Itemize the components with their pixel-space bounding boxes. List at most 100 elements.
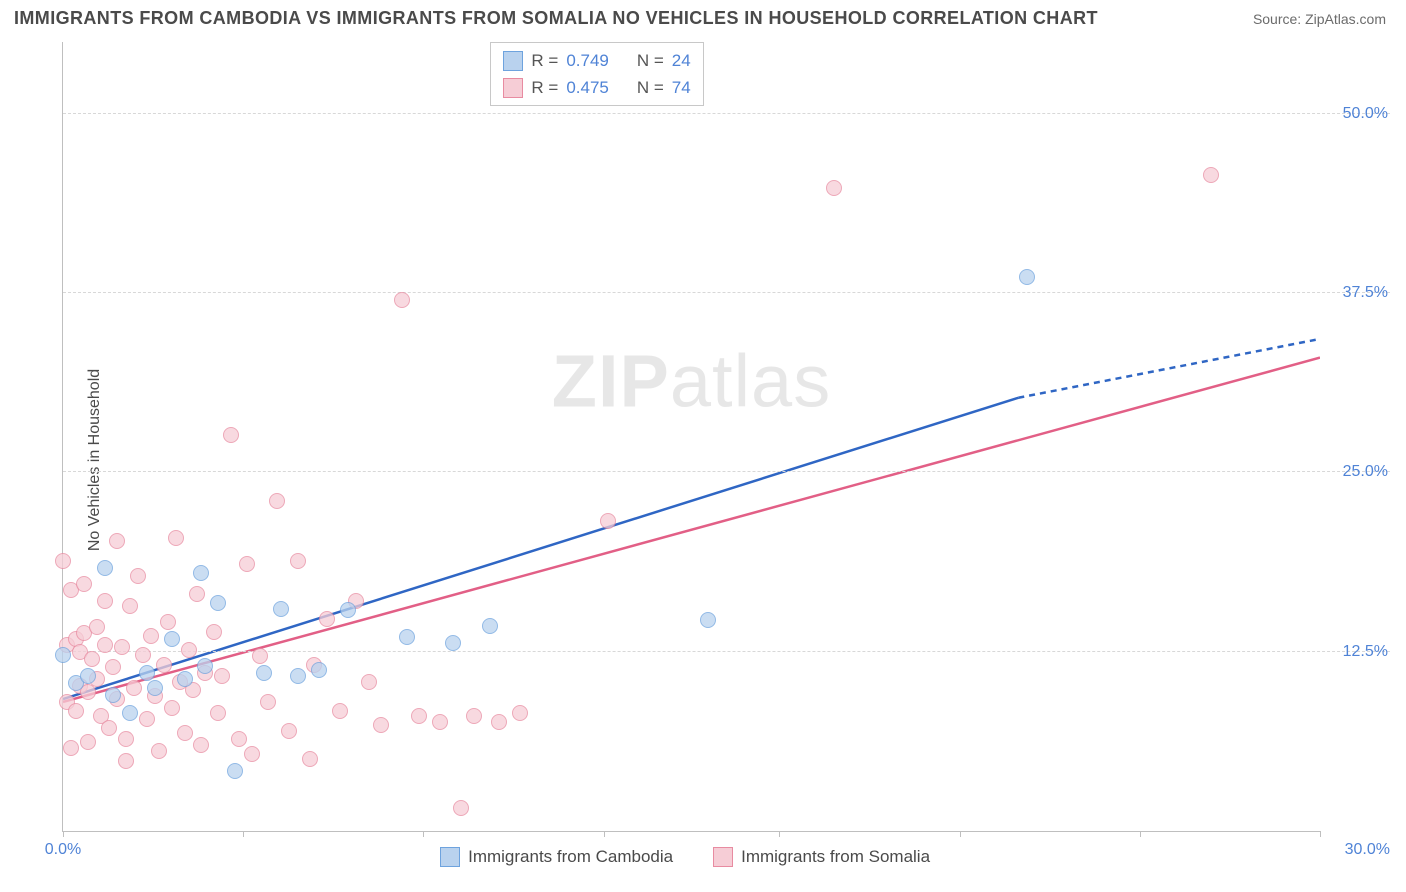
plot-region: ZIPatlas R = 0.749 N = 24 R = 0.475 N = … (62, 42, 1320, 832)
gridline (63, 292, 1390, 293)
point-somalia (600, 513, 616, 529)
point-cambodia (445, 635, 461, 651)
point-cambodia (482, 618, 498, 634)
point-somalia (181, 642, 197, 658)
y-tick-label: 37.5% (1343, 284, 1388, 302)
y-tick-label: 12.5% (1343, 643, 1388, 661)
point-cambodia (122, 705, 138, 721)
point-somalia (1203, 167, 1219, 183)
point-somalia (168, 530, 184, 546)
point-somalia (491, 714, 507, 730)
point-somalia (114, 639, 130, 655)
point-somalia (361, 674, 377, 690)
x-tick-label: 0.0% (45, 841, 81, 859)
point-somalia (177, 725, 193, 741)
legend-item-cambodia: Immigrants from Cambodia (440, 847, 673, 867)
point-cambodia (55, 647, 71, 663)
point-cambodia (80, 668, 96, 684)
point-somalia (269, 493, 285, 509)
point-somalia (373, 717, 389, 733)
point-somalia (210, 705, 226, 721)
point-somalia (135, 647, 151, 663)
point-somalia (122, 598, 138, 614)
x-tick (960, 831, 961, 837)
legend-item-somalia: Immigrants from Somalia (713, 847, 930, 867)
point-somalia (319, 611, 335, 627)
point-somalia (281, 723, 297, 739)
point-cambodia (197, 658, 213, 674)
point-somalia (189, 586, 205, 602)
y-tick-label: 25.0% (1343, 463, 1388, 481)
point-somalia (118, 753, 134, 769)
point-cambodia (1019, 269, 1035, 285)
stats-row-cambodia: R = 0.749 N = 24 (503, 47, 690, 74)
point-somalia (139, 711, 155, 727)
point-somalia (244, 746, 260, 762)
chart-area: No Vehicles in Household ZIPatlas R = 0.… (14, 42, 1392, 878)
point-cambodia (290, 668, 306, 684)
point-cambodia (193, 565, 209, 581)
swatch-somalia (713, 847, 733, 867)
point-somalia (89, 619, 105, 635)
stats-legend: R = 0.749 N = 24 R = 0.475 N = 74 (490, 42, 703, 106)
x-tick (63, 831, 64, 837)
point-somalia (252, 648, 268, 664)
x-tick (779, 831, 780, 837)
swatch-somalia (503, 78, 523, 98)
point-cambodia (97, 560, 113, 576)
x-tick-label: 30.0% (1345, 841, 1390, 859)
point-somalia (432, 714, 448, 730)
point-cambodia (256, 665, 272, 681)
point-somalia (411, 708, 427, 724)
point-somalia (76, 576, 92, 592)
point-somalia (302, 751, 318, 767)
source-attribution: Source: ZipAtlas.com (1253, 11, 1386, 27)
point-cambodia (227, 763, 243, 779)
point-somalia (394, 292, 410, 308)
swatch-cambodia (503, 51, 523, 71)
point-somalia (118, 731, 134, 747)
point-somalia (55, 553, 71, 569)
point-cambodia (340, 602, 356, 618)
point-somalia (105, 659, 121, 675)
chart-header: IMMIGRANTS FROM CAMBODIA VS IMMIGRANTS F… (0, 0, 1406, 33)
point-cambodia (273, 601, 289, 617)
y-tick-label: 50.0% (1343, 105, 1388, 123)
x-tick (423, 831, 424, 837)
point-somalia (214, 668, 230, 684)
point-somalia (290, 553, 306, 569)
point-cambodia (700, 612, 716, 628)
point-cambodia (311, 662, 327, 678)
point-somalia (466, 708, 482, 724)
point-somalia (80, 734, 96, 750)
point-somalia (332, 703, 348, 719)
point-somalia (97, 637, 113, 653)
point-somalia (101, 720, 117, 736)
point-somalia (151, 743, 167, 759)
point-cambodia (164, 631, 180, 647)
point-cambodia (105, 687, 121, 703)
trend-lines (63, 42, 1320, 831)
point-somalia (231, 731, 247, 747)
x-tick (604, 831, 605, 837)
watermark: ZIPatlas (552, 339, 831, 424)
point-somalia (826, 180, 842, 196)
point-somalia (156, 657, 172, 673)
point-somalia (68, 703, 84, 719)
point-cambodia (399, 629, 415, 645)
gridline (63, 471, 1390, 472)
point-somalia (206, 624, 222, 640)
stats-row-somalia: R = 0.475 N = 74 (503, 74, 690, 101)
point-somalia (239, 556, 255, 572)
swatch-cambodia (440, 847, 460, 867)
point-cambodia (177, 671, 193, 687)
gridline (63, 113, 1390, 114)
x-tick (1320, 831, 1321, 837)
series-legend: Immigrants from Cambodia Immigrants from… (440, 847, 930, 867)
point-somalia (160, 614, 176, 630)
point-somalia (512, 705, 528, 721)
point-cambodia (210, 595, 226, 611)
point-somalia (193, 737, 209, 753)
point-somalia (223, 427, 239, 443)
point-somalia (97, 593, 113, 609)
